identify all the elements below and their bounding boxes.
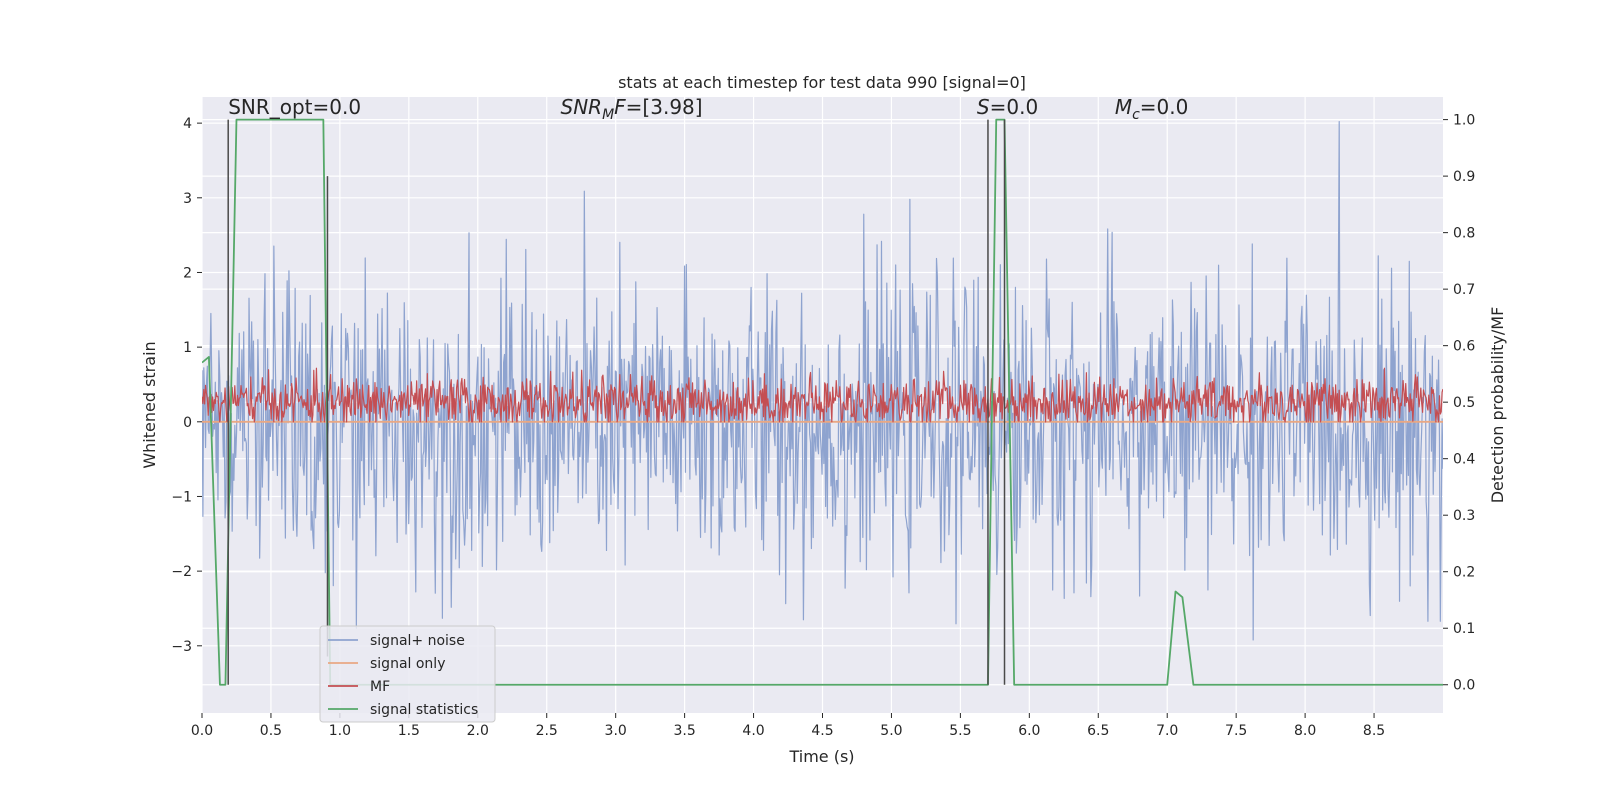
yr-tick-label-5: 0.5 [1453, 395, 1475, 411]
legend-label-2: MF [370, 679, 390, 695]
legend-box [319, 625, 496, 723]
vertical-markers [227, 119, 1006, 685]
series-layer [202, 118, 1443, 686]
x-tick-label-2: 1.0 [329, 723, 351, 739]
legend-label-3: signal statistics [370, 702, 478, 718]
y-axis-left-label: Whitened strain [140, 341, 159, 468]
yr-tick-label-3: 0.3 [1453, 508, 1475, 524]
yl-tick-label-5: 2 [183, 265, 192, 281]
yr-tick-label-8: 0.8 [1453, 226, 1475, 242]
yr-tick-label-9: 0.9 [1453, 169, 1475, 185]
x-tick-label-16: 8.0 [1294, 723, 1316, 739]
x-tick-label-0: 0.0 [191, 723, 213, 739]
yl-tick-label-2: −1 [171, 489, 192, 505]
legend-label-1: signal only [370, 656, 445, 672]
annotation-snr-opt: SNR_opt=0.0 [228, 95, 361, 119]
yr-tick-label-7: 0.7 [1453, 282, 1475, 298]
x-tick-label-14: 7.0 [1156, 723, 1178, 739]
x-tick-label-12: 6.0 [1018, 723, 1040, 739]
y-axis-right-ticks: 0.0 0.1 0.2 0.3 0.4 0.5 0.6 0.7 0.8 0.9 1.0 [1443, 113, 1475, 694]
series-0-line [202, 121, 1443, 641]
yl-tick-label-7: 4 [183, 116, 192, 132]
yl-tick-label-3: 0 [183, 415, 192, 431]
yl-tick-label-4: 1 [183, 340, 192, 356]
x-axis-label: Time (s) [788, 747, 854, 766]
y-axis-right-label: Detection probability/MF [1488, 307, 1507, 504]
x-tick-label-3: 1.5 [398, 723, 420, 739]
annotation-mc: Mc=0.0 [1115, 95, 1189, 123]
x-tick-label-9: 4.5 [811, 723, 833, 739]
x-tick-label-10: 5.0 [880, 723, 902, 739]
x-tick-label-4: 2.0 [467, 723, 489, 739]
yl-tick-label-6: 3 [183, 191, 192, 207]
annotation-snr-mf: SNRMF=[3.98] [561, 95, 703, 123]
yr-tick-label-6: 0.6 [1453, 339, 1475, 355]
x-axis-ticks: 0.0 0.5 1.0 1.5 2.0 2.5 3.0 3.5 4.0 4.5 5.0 5.5 6.0 6… [191, 713, 1385, 739]
x-tick-label-6: 3.0 [605, 723, 627, 739]
x-tick-label-17: 8.5 [1363, 723, 1385, 739]
x-tick-label-1: 0.5 [260, 723, 282, 739]
yr-tick-label-2: 0.2 [1453, 565, 1475, 581]
x-tick-label-7: 3.5 [673, 723, 695, 739]
series-2-line [202, 367, 1443, 423]
legend: signal+ noise signal only MF signal stat… [319, 625, 496, 723]
series-3-line [202, 118, 1443, 686]
annotation-s: S=0.0 [977, 95, 1038, 119]
yr-tick-label-0: 0.0 [1453, 678, 1475, 694]
x-tick-label-13: 6.5 [1087, 723, 1109, 739]
yr-tick-label-4: 0.4 [1453, 452, 1475, 468]
yl-tick-label-1: −2 [171, 564, 192, 580]
chart-title: stats at each timestep for test data 990… [618, 73, 1026, 92]
y-axis-left-ticks: −3 −2 −1 0 1 2 3 4 [171, 116, 202, 655]
annotations: SNR_opt=0.0 SNRMF=[3.98] S=0.0 Mc=0.0 [228, 95, 1188, 123]
x-tick-label-5: 2.5 [536, 723, 558, 739]
x-tick-label-11: 5.5 [949, 723, 971, 739]
yr-tick-label-10: 1.0 [1453, 113, 1475, 129]
yr-tick-label-1: 0.1 [1453, 621, 1475, 637]
x-tick-label-15: 7.5 [1225, 723, 1247, 739]
legend-label-0: signal+ noise [370, 633, 465, 649]
yl-tick-label-0: −3 [171, 639, 192, 655]
x-tick-label-8: 4.0 [742, 723, 764, 739]
